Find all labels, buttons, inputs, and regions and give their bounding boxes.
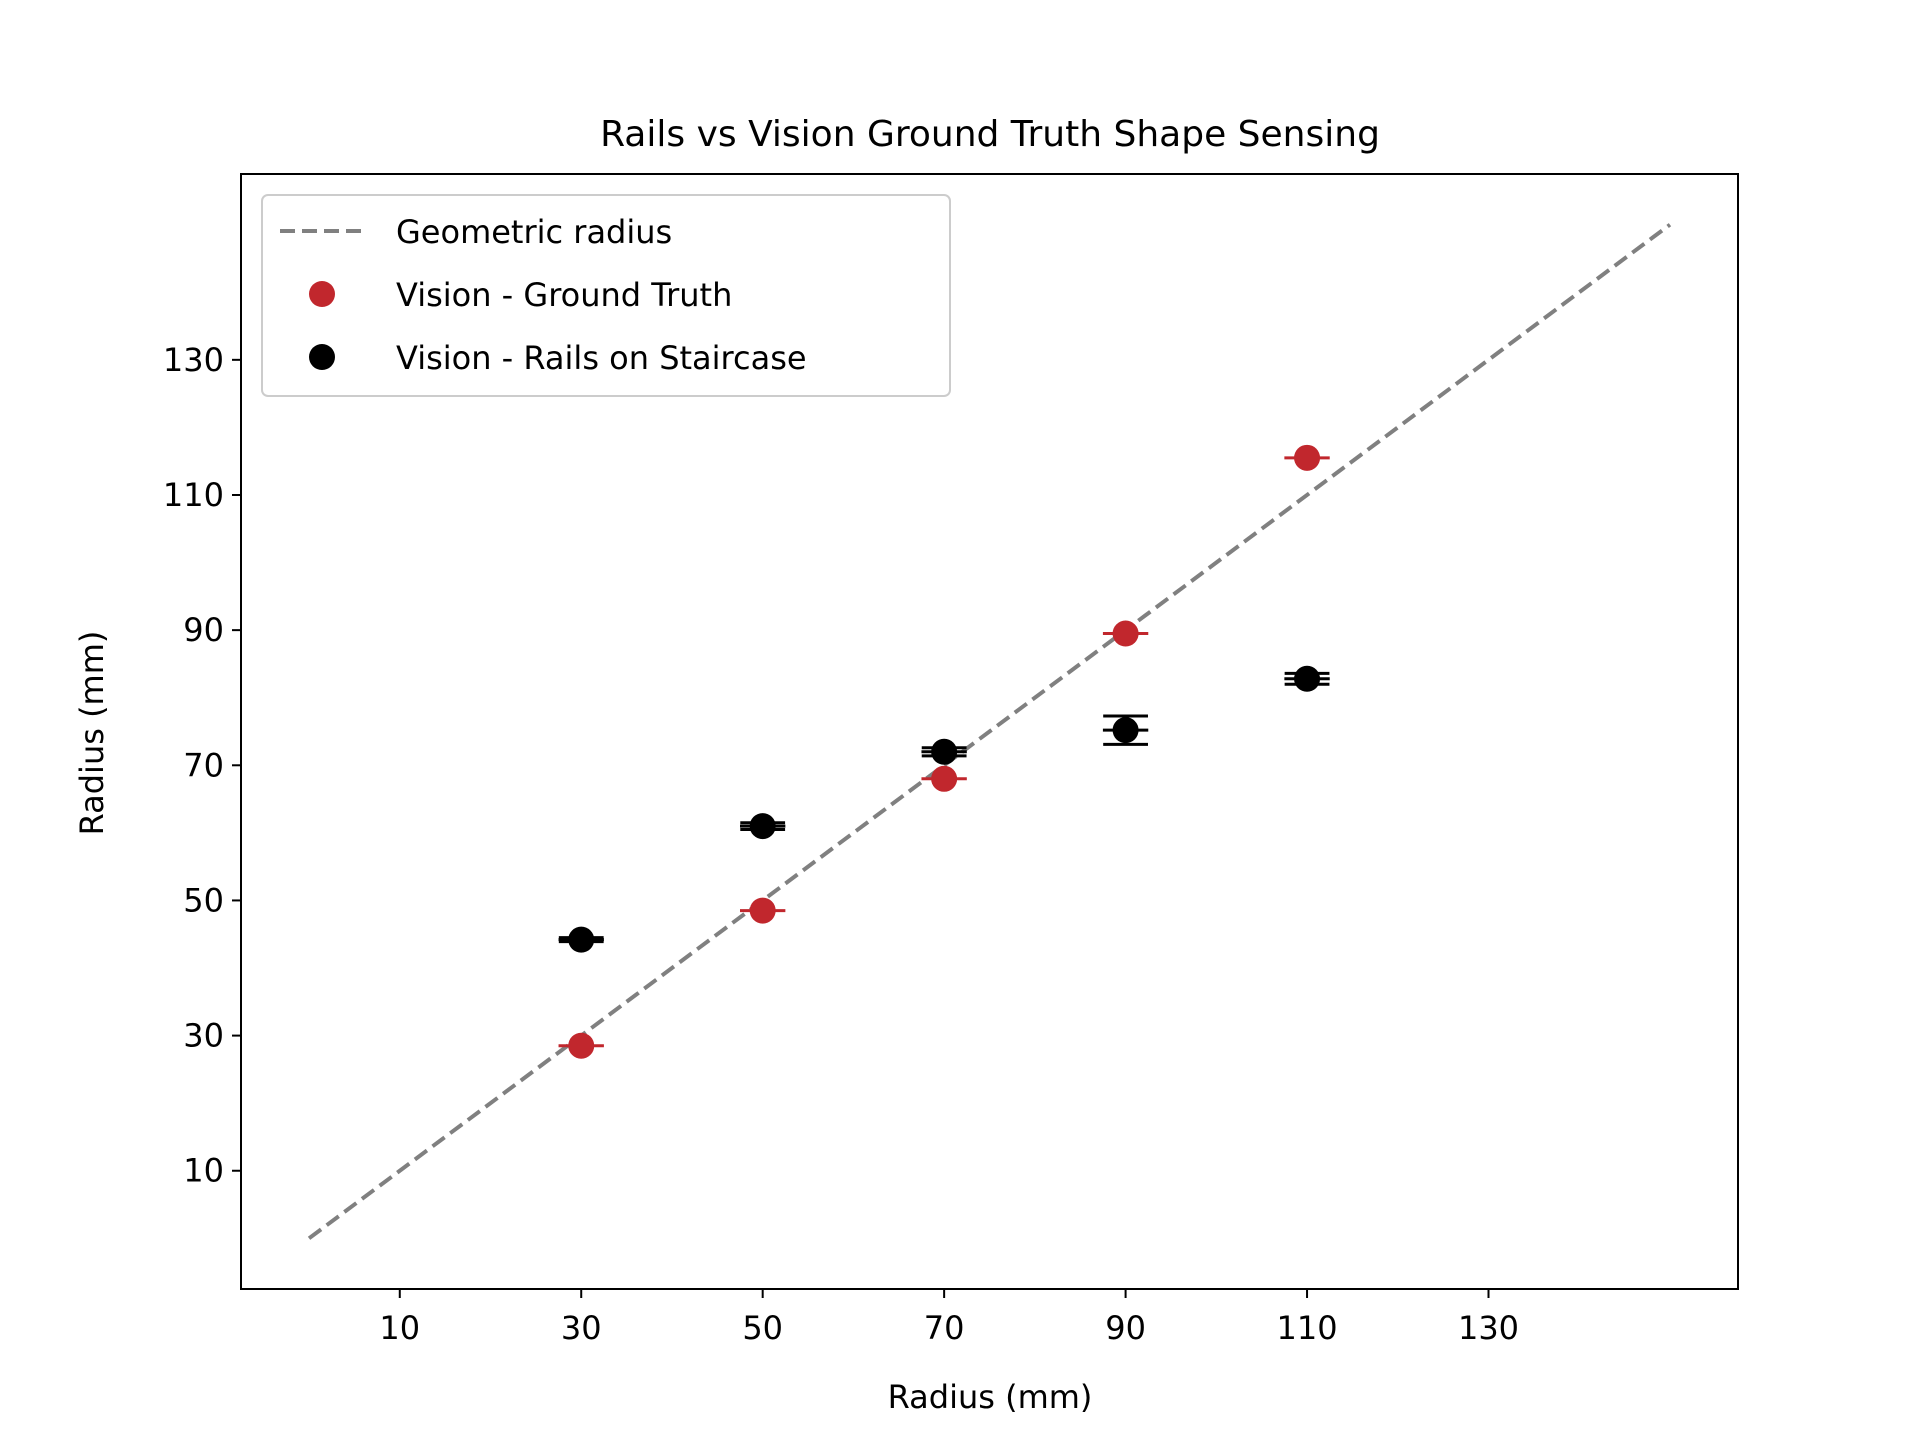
ground-truth-point	[1112, 620, 1139, 647]
x-axis-label: Radius (mm)	[888, 1378, 1093, 1416]
legend-label-geometric-radius: Geometric radius	[396, 213, 672, 251]
rails-on-staircase-point	[931, 738, 958, 765]
legend-marker-rails-on-staircase	[309, 344, 335, 370]
y-tick-label: 50	[183, 881, 224, 919]
ground-truth-point	[749, 897, 776, 924]
ground-truth-point	[1294, 444, 1321, 471]
chart-title: Rails vs Vision Ground Truth Shape Sensi…	[600, 114, 1380, 155]
rails-on-staircase-point	[568, 926, 595, 953]
rails-on-staircase-point	[1112, 717, 1139, 744]
legend-label-ground-truth: Vision - Ground Truth	[396, 276, 732, 314]
legend-label-rails-on-staircase: Vision - Rails on Staircase	[396, 339, 807, 377]
y-tick-label: 130	[163, 341, 224, 379]
x-tick-label: 90	[1105, 1309, 1146, 1347]
geometric-radius-line	[307, 223, 1672, 1240]
rails-on-staircase-point	[1294, 665, 1321, 692]
legend-marker-ground-truth	[309, 281, 335, 307]
x-tick-label: 130	[1458, 1309, 1519, 1347]
y-tick-label: 70	[183, 746, 224, 784]
y-tick-label: 110	[163, 476, 224, 514]
points-layer	[568, 444, 1321, 1059]
y-tick-label: 90	[183, 611, 224, 649]
legend-box	[261, 194, 951, 397]
y-axis-ticks: 10 30 50 70 90 110 130	[163, 341, 241, 1190]
ground-truth-point	[568, 1032, 595, 1059]
reference-line-layer	[307, 223, 1672, 1240]
x-tick-label: 30	[561, 1309, 602, 1347]
y-axis-label: Radius (mm)	[73, 631, 111, 836]
rails-on-staircase-point	[749, 813, 776, 840]
x-tick-label: 50	[742, 1309, 783, 1347]
x-tick-label: 110	[1277, 1309, 1338, 1347]
x-tick-label: 10	[379, 1309, 420, 1347]
ground-truth-point	[931, 765, 958, 792]
legend: Geometric radius Vision - Ground Truth V…	[261, 194, 951, 397]
plot-frame	[240, 173, 1739, 1290]
y-tick-label: 10	[183, 1152, 224, 1190]
x-axis-ticks: 10 30 50 70 90 110 130	[379, 1289, 1519, 1347]
x-tick-label: 70	[924, 1309, 965, 1347]
y-tick-label: 30	[183, 1017, 224, 1055]
